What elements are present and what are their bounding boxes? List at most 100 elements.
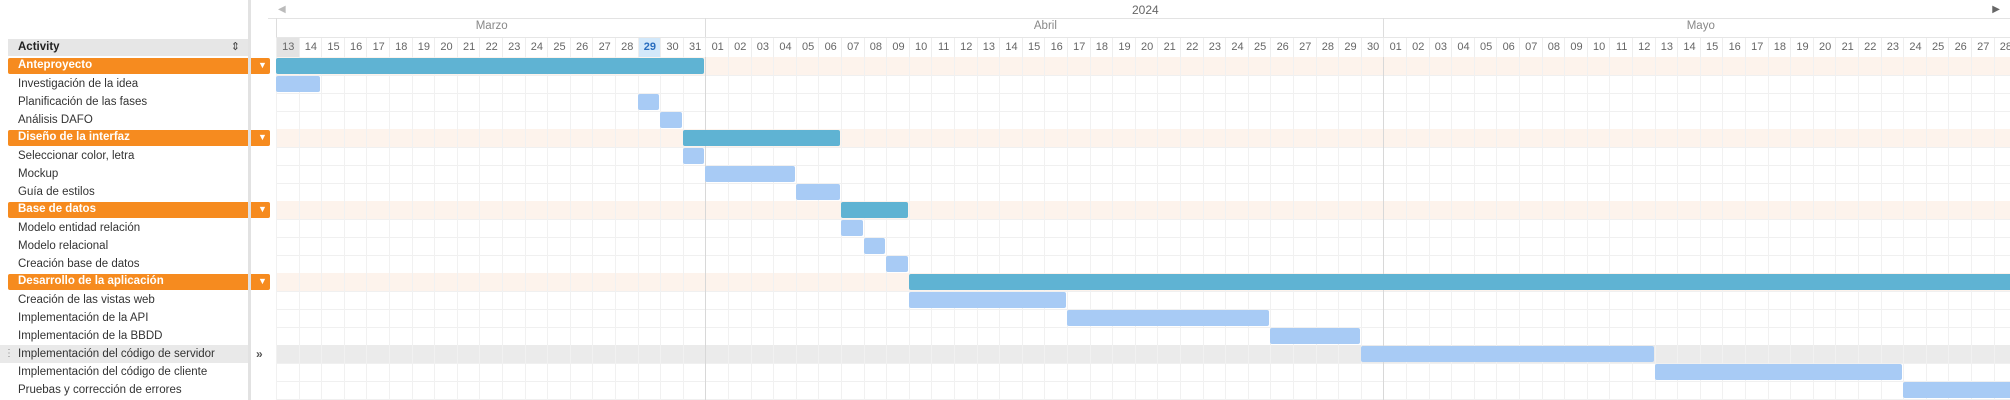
caret-down-icon[interactable]: ▼ xyxy=(258,60,267,70)
grid-line xyxy=(1903,57,1905,400)
day-label: 16 xyxy=(343,38,368,57)
activity-task-row[interactable]: Modelo entidad relación xyxy=(0,219,248,237)
gantt-row xyxy=(276,219,2010,238)
grid-line xyxy=(999,57,1001,400)
triangle-left-icon[interactable]: ◀ xyxy=(278,4,286,15)
task-bar[interactable] xyxy=(886,256,908,272)
group-pill xyxy=(8,274,270,290)
activity-label: Diseño de la interfaz xyxy=(18,131,130,143)
task-bar[interactable] xyxy=(908,292,1066,308)
sort-arrows-icon[interactable]: ⇕ xyxy=(230,41,240,53)
grid-line xyxy=(1112,57,1114,400)
gantt-row xyxy=(276,75,2010,94)
day-label: 09 xyxy=(1564,38,1588,57)
task-bar[interactable] xyxy=(1903,382,2010,398)
task-bar[interactable] xyxy=(682,148,705,164)
grid-line xyxy=(1654,57,1656,400)
gantt-row xyxy=(276,129,2010,148)
activity-task-row[interactable]: Planificación de las fases xyxy=(0,93,248,111)
caret-down-icon[interactable]: ▼ xyxy=(258,132,267,142)
task-bar[interactable] xyxy=(660,112,682,128)
day-label: 24 xyxy=(524,38,549,57)
task-bar[interactable] xyxy=(1067,310,1270,326)
drag-handle-icon[interactable]: ⋮ xyxy=(4,348,14,359)
year-header: ◀ 2024 ▶ xyxy=(268,0,2010,19)
grid-line xyxy=(795,57,797,400)
activity-task-row[interactable]: Modelo relacional xyxy=(0,237,248,255)
activity-task-row[interactable]: Implementación de la API xyxy=(0,309,248,327)
activity-group-row[interactable]: Anteproyecto ▼ xyxy=(0,57,270,75)
group-bar[interactable] xyxy=(908,274,2010,290)
activity-label: Seleccionar color, letra xyxy=(18,150,135,162)
grid-line xyxy=(389,57,390,400)
day-label: 01 xyxy=(1383,38,1407,57)
activity-label: Implementación del código de cliente xyxy=(18,366,208,378)
gantt-row xyxy=(276,147,2010,166)
activity-label: Implementación del código de servidor xyxy=(18,348,215,360)
day-label: 04 xyxy=(1451,38,1475,57)
day-label: 18 xyxy=(1767,38,1792,57)
activity-task-row[interactable]: Seleccionar color, letra xyxy=(0,147,248,165)
day-label: 02 xyxy=(1406,38,1430,57)
activity-task-row[interactable]: Creación de las vistas web xyxy=(0,291,248,309)
activity-label: Implementación de la API xyxy=(18,312,149,324)
grid-line xyxy=(479,57,481,400)
day-label: 15 xyxy=(321,38,345,57)
triangle-right-icon[interactable]: ▶ xyxy=(1992,4,2000,15)
activity-label: Investigación de la idea xyxy=(18,78,139,90)
day-label: 03 xyxy=(1428,38,1453,57)
task-bar[interactable] xyxy=(1270,328,1360,344)
grid-line xyxy=(1406,57,1407,400)
task-bar[interactable] xyxy=(841,220,863,236)
day-label: 26 xyxy=(1270,38,1294,57)
day-label: 11 xyxy=(931,38,955,57)
task-bar[interactable] xyxy=(1360,346,1654,362)
day-label: 30 xyxy=(660,38,684,57)
panel-splitter[interactable] xyxy=(248,0,251,400)
task-bar[interactable] xyxy=(1654,364,1903,380)
task-bar[interactable] xyxy=(705,166,795,182)
activity-task-row[interactable]: Mockup xyxy=(0,165,248,183)
group-bar[interactable] xyxy=(682,130,840,146)
gantt-row xyxy=(276,255,2010,274)
task-bar[interactable] xyxy=(795,184,840,200)
day-label: 23 xyxy=(1880,38,1905,57)
activity-group-row[interactable]: Base de datos ▼ xyxy=(0,201,270,219)
activity-task-row[interactable]: Pruebas y corrección de errores xyxy=(0,381,248,399)
task-bar[interactable] xyxy=(863,238,886,254)
task-bar[interactable] xyxy=(637,94,660,110)
grid-line xyxy=(1971,57,1972,400)
grid-line xyxy=(1948,57,1950,400)
activity-label: Mockup xyxy=(18,168,59,180)
day-label: 14 xyxy=(1677,38,1701,57)
gantt-row xyxy=(276,363,2010,382)
day-label: 31 xyxy=(682,38,707,57)
group-bar[interactable] xyxy=(276,58,705,74)
activity-group-row[interactable]: Diseño de la interfaz ▼ xyxy=(0,129,270,147)
day-label: 28 xyxy=(1993,38,2010,57)
grid-line xyxy=(1496,57,1498,400)
day-label: 11 xyxy=(1609,38,1633,57)
grid-line xyxy=(773,57,775,400)
caret-down-icon[interactable]: ▼ xyxy=(258,276,267,286)
activity-task-row[interactable]: Investigación de la idea xyxy=(0,75,248,93)
caret-down-icon[interactable]: ▼ xyxy=(258,204,267,214)
day-label: 19 xyxy=(411,38,436,57)
activity-task-row[interactable]: Implementación de la BBDD xyxy=(0,327,248,345)
activity-task-row[interactable]: Creación base de datos xyxy=(0,255,248,273)
activity-task-row[interactable]: Análisis DAFO xyxy=(0,111,248,129)
activity-column-header[interactable]: Activity ⇕ xyxy=(8,39,248,56)
activity-label: Creación base de datos xyxy=(18,258,140,270)
activity-task-row[interactable]: Implementación del código de cliente xyxy=(0,363,248,381)
activity-task-row[interactable]: ⋮ » Implementación del código de servidor xyxy=(0,345,263,363)
task-bar[interactable] xyxy=(276,76,321,92)
grid-line xyxy=(954,57,955,400)
day-label: 12 xyxy=(954,38,978,57)
activity-task-row[interactable]: Guía de estilos xyxy=(0,183,248,201)
group-pill xyxy=(8,130,270,146)
activity-group-row[interactable]: Desarrollo de la aplicación ▼ xyxy=(0,273,270,291)
grid-line xyxy=(547,57,549,400)
group-bar[interactable] xyxy=(841,202,908,218)
double-chevron-right-icon[interactable]: » xyxy=(256,347,263,361)
grid-line xyxy=(1044,57,1046,400)
